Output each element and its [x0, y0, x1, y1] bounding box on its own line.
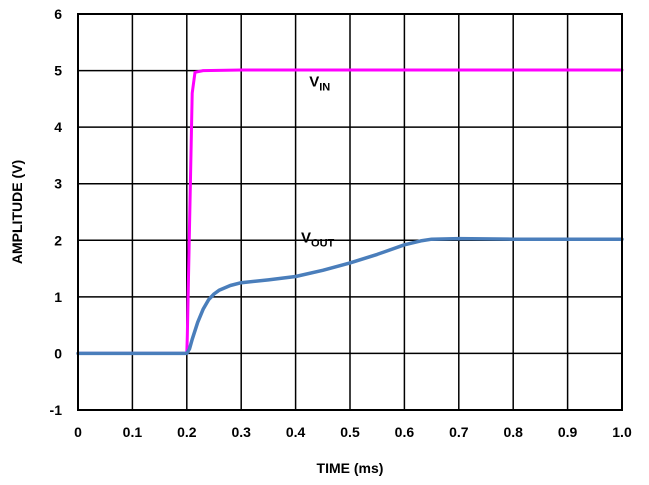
plot-border	[77, 13, 623, 411]
y-tick-label: 6	[54, 6, 62, 22]
y-tick-label: 3	[54, 176, 62, 192]
series-label-vout: VOUT	[301, 230, 335, 250]
x-tick-label: 0.3	[231, 424, 251, 440]
x-tick-label: 0.2	[177, 424, 197, 440]
series-line-vout	[76, 236, 624, 356]
y-tick-labels: -1 0 1 2 3 4 5 6	[50, 6, 63, 418]
y-tick-label: 1	[54, 289, 62, 305]
x-tick-label: 0.8	[503, 424, 523, 440]
y-tick-label: 5	[54, 63, 62, 79]
series-layer	[76, 68, 624, 356]
series-line-vin	[76, 68, 624, 355]
x-tick-label: 0.6	[395, 424, 415, 440]
series-label-vin: VIN	[309, 73, 330, 93]
y-tick-label: 4	[54, 119, 62, 135]
annotations: VIN VOUT	[301, 73, 335, 249]
x-tick-label: 0.7	[449, 424, 469, 440]
x-axis-title: TIME (ms)	[317, 460, 384, 476]
x-tick-label: 0.4	[286, 424, 306, 440]
x-tick-label: 0	[74, 424, 82, 440]
x-tick-label: 0.1	[123, 424, 143, 440]
y-tick-label: -1	[50, 402, 63, 418]
x-tick-label: 0.9	[558, 424, 578, 440]
y-tick-label: 0	[54, 345, 62, 361]
x-tick-labels: 0 0.1 0.2 0.3 0.4 0.5 0.6 0.7 0.8 0.9 1.0	[74, 424, 632, 440]
x-tick-label: 0.5	[340, 424, 360, 440]
x-tick-label: 1.0	[612, 424, 632, 440]
grid	[77, 13, 623, 411]
plot-frame	[77, 13, 623, 411]
y-axis-title: AMPLITUDE (V)	[9, 160, 25, 264]
y-tick-label: 2	[54, 232, 62, 248]
